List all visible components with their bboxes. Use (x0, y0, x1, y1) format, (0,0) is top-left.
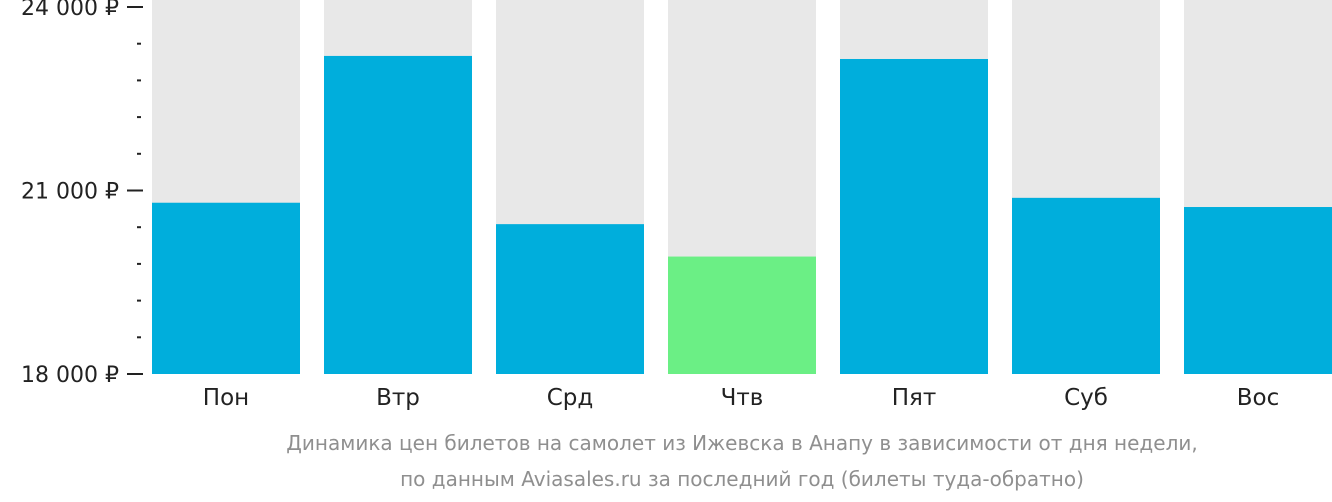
x-tick-label: Чтв (721, 385, 764, 411)
chart-caption-line-2: по данным Aviasales.ru за последний год … (400, 467, 1084, 491)
bar-3 (496, 224, 644, 374)
bar-5 (840, 58, 988, 374)
x-tick-label: Суб (1064, 385, 1108, 411)
x-tick-label: Срд (547, 385, 594, 411)
price-by-weekday-chart: 18 000 ₽ 21 000 ₽ 24 000 ₽ Пон Втр Срд Чтв Пят С… (21, 0, 1332, 411)
x-tick-label: Вос (1237, 385, 1280, 411)
y-tick-label: 18 000 ₽ (21, 363, 119, 388)
x-tick-label: Пят (892, 385, 937, 411)
y-tick-label: 24 000 ₽ (21, 0, 119, 21)
y-tick-label: 21 000 ₽ (21, 180, 119, 205)
x-tick-label: Пон (203, 385, 249, 411)
bar-1 (152, 202, 300, 374)
bar-2 (324, 55, 472, 374)
bar-6 (1012, 197, 1160, 374)
chart-caption-line-1: Динамика цен билетов на самолет из Ижевс… (286, 431, 1198, 455)
bar-7 (1184, 207, 1332, 374)
x-tick-label: Втр (376, 385, 420, 411)
bar-4 (668, 256, 816, 374)
